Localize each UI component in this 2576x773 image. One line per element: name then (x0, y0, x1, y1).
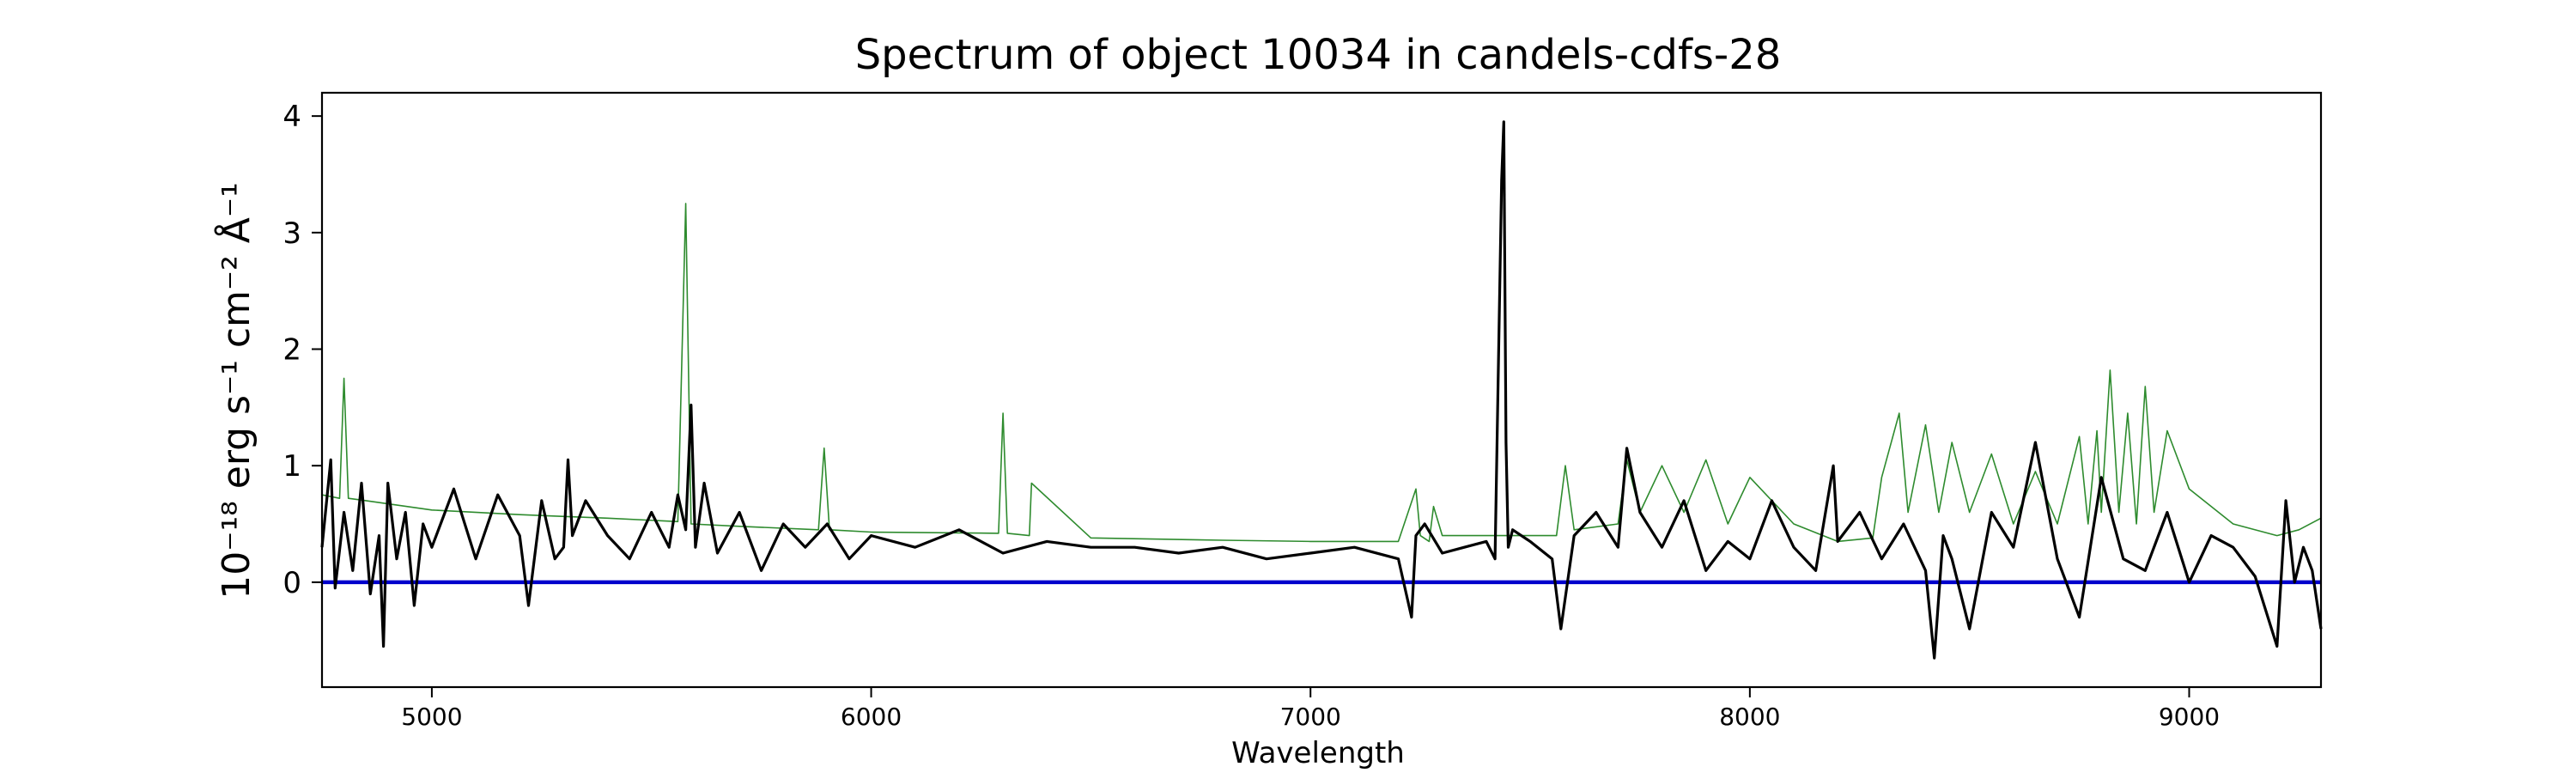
y-tick-label: 1 (283, 449, 301, 484)
plot-frame (320, 91, 2323, 689)
x-tick-label: 7000 (1280, 703, 1341, 731)
y-tick-label: 3 (283, 216, 301, 251)
y-tick-label: 4 (283, 100, 301, 134)
x-tick-label: 5000 (401, 703, 462, 731)
y-tick-label: 2 (283, 333, 301, 368)
x-tick-label: 8000 (1719, 703, 1780, 731)
noise-series-line (321, 203, 2322, 543)
x-tick-label: 6000 (841, 703, 902, 731)
x-axis-label: Wavelength (1231, 736, 1405, 770)
y-axis-label: 10⁻¹⁸ erg s⁻¹ cm⁻² Å⁻¹ (213, 182, 258, 599)
x-tick-label: 9000 (2159, 703, 2220, 731)
tick-layer: 5000 6000 7000 8000 9000 0 1 2 3 4 (283, 100, 2220, 731)
spectrum-series-line (320, 120, 2323, 660)
chart-title: Spectrum of object 10034 in candels-cdfs… (855, 31, 1782, 79)
y-tick-label: 0 (283, 566, 301, 600)
series-layer (320, 120, 2323, 660)
